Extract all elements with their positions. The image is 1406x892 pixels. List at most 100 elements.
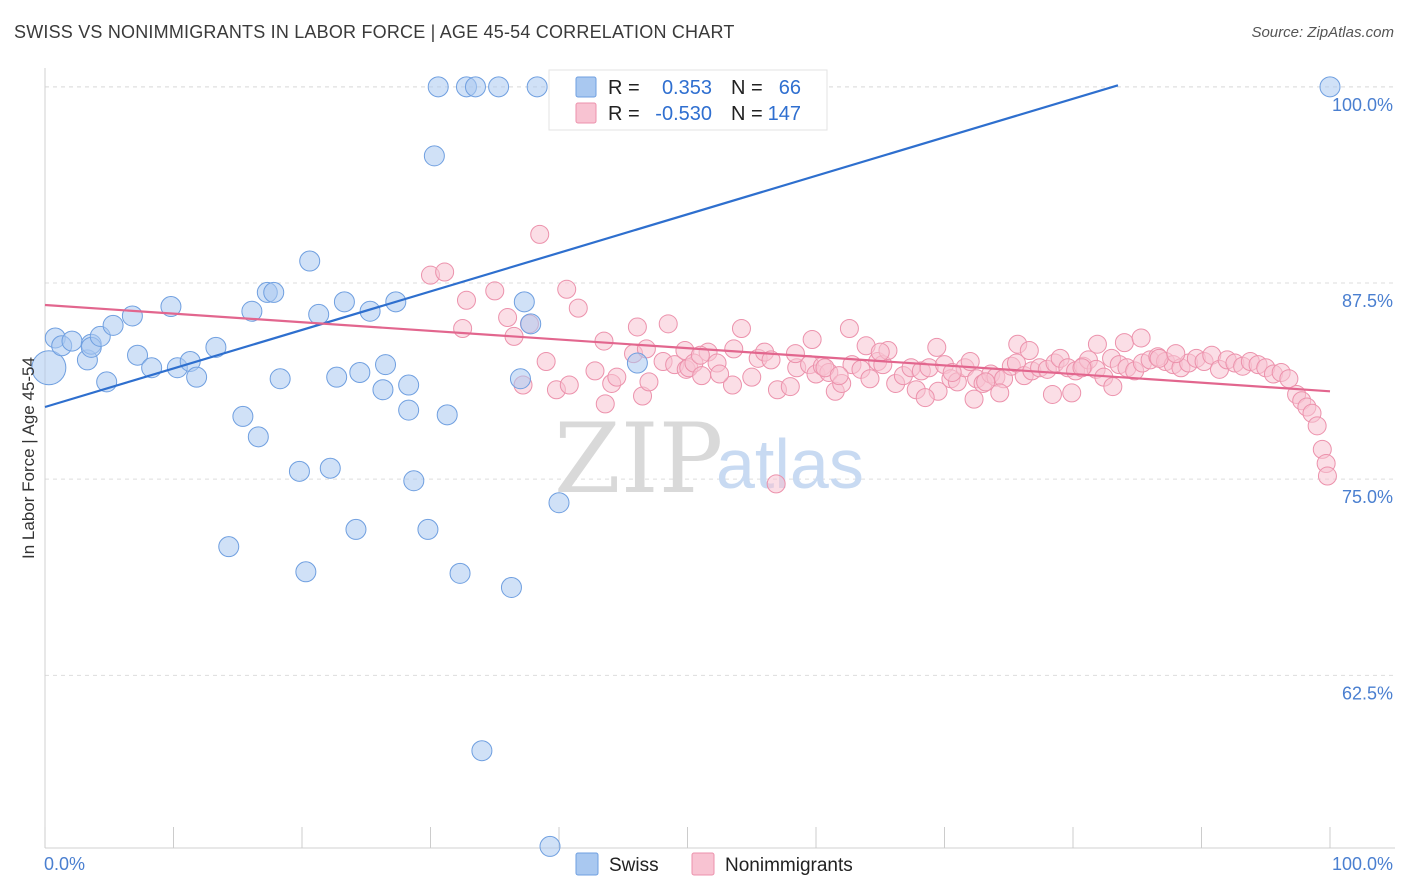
nonimmigrants-points: [421, 224, 1337, 494]
nonimmigrants-trend-line: [44, 303, 1331, 393]
nonimmigrants-point: [435, 262, 455, 282]
x-ticks: [44, 827, 1331, 848]
swiss-point: [403, 470, 425, 492]
stats-legend-swatch-swiss: [575, 76, 597, 98]
nonimmigrants-point: [802, 330, 822, 350]
swiss-point: [375, 354, 397, 376]
nonimmigrants-point: [829, 366, 849, 386]
stats-legend-n-value-swiss: 66: [779, 77, 801, 99]
nonimmigrants-point: [915, 388, 935, 408]
nonimmigrants-point: [595, 394, 615, 414]
swiss-point: [186, 366, 208, 388]
stats-legend-swatch-nonimmigrants: [575, 102, 597, 124]
nonimmigrants-point: [1072, 358, 1092, 378]
y-tick-labels: 100.0% 87.5% 75.0% 62.5%: [1332, 95, 1393, 704]
swiss-point: [205, 336, 227, 358]
swiss-point: [1319, 76, 1341, 98]
y-tick-label: 62.5%: [1342, 683, 1393, 703]
swiss-point: [449, 562, 471, 584]
nonimmigrants-point: [990, 383, 1010, 403]
swiss-point: [295, 561, 317, 583]
nonimmigrants-point: [942, 362, 962, 382]
swiss-point: [626, 352, 648, 374]
swiss-point: [500, 576, 522, 598]
y-tick-label: 100.0%: [1332, 95, 1393, 115]
swiss-points: [31, 76, 1341, 857]
swiss-point: [269, 368, 291, 390]
swiss-point: [436, 404, 458, 426]
swiss-point: [464, 76, 486, 98]
stats-legend-r-label-nonimmigrants: R =: [608, 103, 640, 125]
nonimmigrants-point: [690, 345, 710, 365]
nonimmigrants-point: [557, 279, 577, 299]
nonimmigrants-point: [724, 339, 744, 359]
nonimmigrants-point: [919, 358, 939, 378]
nonimmigrants-point: [498, 308, 518, 328]
swiss-point: [160, 296, 182, 318]
nonimmigrants-point: [870, 342, 890, 362]
swiss-point: [308, 303, 330, 325]
watermark: ZIP atlas: [554, 403, 864, 515]
nonimmigrants-point: [627, 317, 647, 337]
stats-legend-n-label-nonimmigrants: N =: [731, 103, 763, 125]
swiss-point: [319, 457, 341, 479]
watermark-atlas: atlas: [716, 425, 864, 503]
nonimmigrants-point: [976, 372, 996, 392]
bottom-legend-swatch-nonimmigrants: [691, 852, 715, 876]
stats-legend: R = 0.353 N = 66 R = -0.530 N = 147: [548, 69, 828, 131]
swiss-point: [359, 300, 381, 322]
nonimmigrants-point: [536, 351, 556, 371]
swiss-point: [520, 313, 542, 335]
nonimmigrants-point: [1166, 344, 1186, 364]
swiss-point: [372, 379, 394, 401]
nonimmigrants-point: [559, 375, 579, 395]
stats-legend-n-value-nonimmigrants: 147: [768, 103, 801, 125]
nonimmigrants-point: [785, 344, 805, 364]
trend-lines: [44, 84, 1331, 409]
nonimmigrants-point: [964, 389, 984, 409]
nonimmigrants-point: [731, 319, 751, 339]
nonimmigrants-point: [722, 375, 742, 395]
nonimmigrants-point: [710, 364, 730, 384]
nonimmigrants-point: [658, 314, 678, 334]
nonimmigrants-point: [1149, 348, 1169, 368]
nonimmigrants-point: [780, 377, 800, 397]
swiss-point: [488, 76, 510, 98]
swiss-point: [31, 350, 67, 386]
swiss-point: [513, 291, 535, 313]
swiss-point: [417, 518, 439, 540]
nonimmigrants-point: [742, 367, 762, 387]
stats-legend-r-value-nonimmigrants: -0.530: [655, 103, 712, 125]
nonimmigrants-point: [585, 361, 605, 381]
swiss-point: [218, 536, 240, 558]
nonimmigrants-point: [568, 298, 588, 318]
nonimmigrants-point: [1087, 334, 1107, 354]
nonimmigrants-point: [1114, 333, 1134, 353]
nonimmigrants-point: [1317, 466, 1337, 486]
swiss-point: [241, 300, 263, 322]
nonimmigrants-point: [456, 290, 476, 310]
swiss-point: [349, 361, 371, 383]
nonimmigrants-point: [1062, 383, 1082, 403]
swiss-point: [263, 281, 285, 303]
stats-legend-n-label-swiss: N =: [731, 77, 763, 99]
nonimmigrants-point: [761, 350, 781, 370]
x-tick-label-max: 100.0%: [1332, 854, 1393, 874]
swiss-point: [232, 405, 254, 427]
swiss-point: [548, 492, 570, 514]
y-axis-label: In Labor Force | Age 45-54: [19, 357, 38, 559]
swiss-point: [121, 305, 143, 327]
swiss-point: [526, 76, 548, 98]
chart-title: SWISS VS NONIMMIGRANTS IN LABOR FORCE | …: [14, 22, 735, 42]
nonimmigrants-point: [1307, 416, 1327, 436]
nonimmigrants-point: [1019, 340, 1039, 360]
swiss-point: [299, 250, 321, 272]
swiss-point: [326, 366, 348, 388]
bottom-legend-swatch-swiss: [575, 852, 599, 876]
bottom-legend-label-nonimmigrants: Nonimmigrants: [725, 855, 853, 876]
y-tick-label: 87.5%: [1342, 291, 1393, 311]
nonimmigrants-point: [530, 224, 550, 244]
nonimmigrants-point: [607, 367, 627, 387]
x-tick-label-min: 0.0%: [44, 854, 85, 874]
